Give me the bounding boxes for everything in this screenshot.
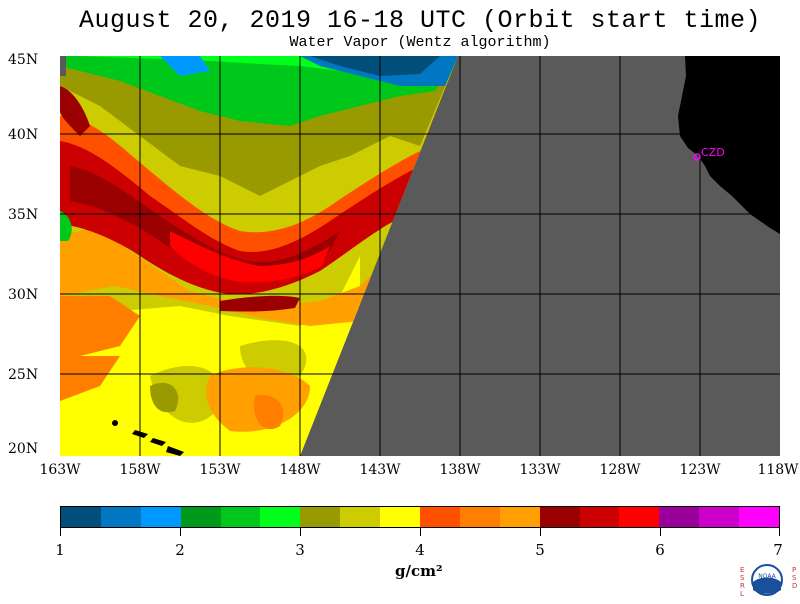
city-marker <box>693 153 701 161</box>
colorbar-label-4: 4 <box>415 541 425 559</box>
page-subtitle: Water Vapor (Wentz algorithm) <box>289 34 551 51</box>
colorbar-label-1: 1 <box>55 541 65 559</box>
water-vapor-map <box>60 56 780 456</box>
satellite-swath <box>60 56 458 456</box>
page-title: August 20, 2019 16-18 UTC (Orbit start t… <box>78 6 762 35</box>
colorbar-swatch <box>579 507 620 527</box>
colorbar-label-7: 7 <box>773 541 783 559</box>
lon-label-143w: 143W <box>359 462 401 478</box>
lon-label-163w: 163W <box>39 462 81 478</box>
colorbar-swatch <box>539 507 580 527</box>
colorbar-swatch <box>699 507 740 527</box>
lat-label-45n: 45N <box>8 52 39 68</box>
colorbar-tick <box>60 528 61 536</box>
colorbar-swatch <box>340 507 381 527</box>
colorbar-swatch <box>260 507 301 527</box>
colorbar-swatch <box>300 507 341 527</box>
colorbar-swatch <box>459 507 500 527</box>
colorbar-swatch <box>180 507 221 527</box>
lon-label-123w: 123W <box>679 462 721 478</box>
colorbar-swatch <box>220 507 261 527</box>
colorbar-label-5: 5 <box>535 541 545 559</box>
map-grid <box>60 56 780 456</box>
lat-label-40n: 40N <box>8 127 39 143</box>
color-scale-bar <box>60 506 780 528</box>
colorbar-swatch <box>659 507 700 527</box>
city-label: CZD <box>701 146 725 159</box>
lat-label-30n: 30N <box>8 287 39 303</box>
lat-label-20n: 20N <box>8 441 39 457</box>
lon-label-158w: 158W <box>119 462 161 478</box>
lon-label-138w: 138W <box>439 462 481 478</box>
colorbar-tick <box>540 528 541 536</box>
lat-label-35n: 35N <box>8 207 39 223</box>
colorbar-tick <box>300 528 301 536</box>
colorbar-swatch <box>140 507 181 527</box>
lon-label-118w: 118W <box>757 462 799 478</box>
colorbar-tick <box>660 528 661 536</box>
colorbar-tick <box>180 528 181 536</box>
colorbar-swatch <box>61 507 101 527</box>
logo-center-text: NOAA <box>758 573 776 580</box>
lon-label-148w: 148W <box>279 462 321 478</box>
lon-label-133w: 133W <box>519 462 561 478</box>
colorbar-swatch <box>380 507 421 527</box>
colorbar-tick <box>779 528 780 536</box>
colorbar-swatch <box>739 507 780 527</box>
colorbar-label-3: 3 <box>295 541 305 559</box>
colorbar-tick <box>420 528 421 536</box>
lon-label-128w: 128W <box>599 462 641 478</box>
colorbar-swatch <box>420 507 460 527</box>
colorbar-swatch <box>499 507 540 527</box>
lon-label-153w: 153W <box>199 462 241 478</box>
colorbar-swatch <box>619 507 660 527</box>
land-mass <box>678 56 780 234</box>
map-canvas <box>60 56 780 456</box>
colorbar-swatch <box>100 507 141 527</box>
colorbar-units: g/cm² <box>395 562 443 580</box>
colorbar-label-2: 2 <box>175 541 185 559</box>
lat-label-25n: 25N <box>8 367 39 383</box>
colorbar-label-6: 6 <box>655 541 665 559</box>
